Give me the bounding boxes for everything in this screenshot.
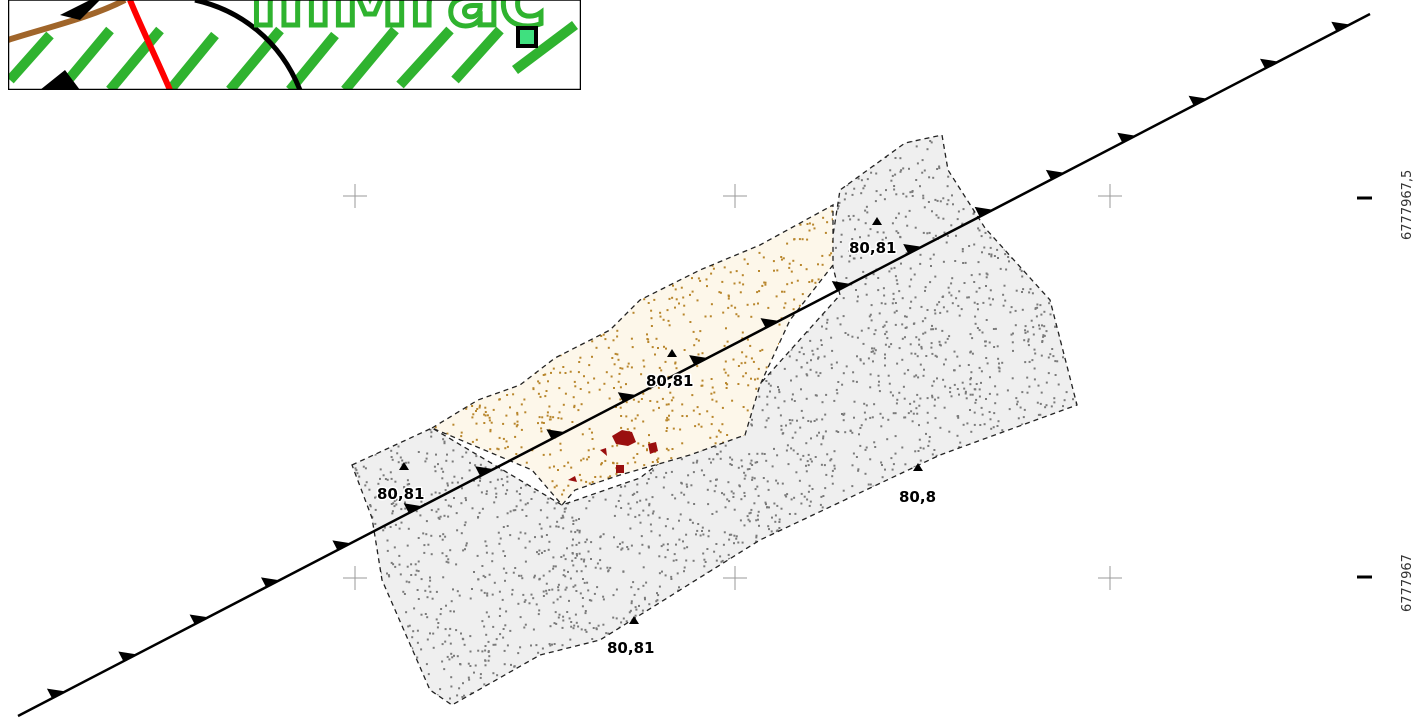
coordinate-axis: 6777967,5 6777967 xyxy=(1357,170,1413,612)
embankment-tick-triangle xyxy=(1188,95,1207,106)
elevation-point: 80,81 xyxy=(848,217,898,259)
grid-cross xyxy=(343,566,367,590)
embankment-tick-triangle xyxy=(261,577,280,588)
grid-cross xyxy=(723,184,747,208)
elevation-point: 80,81 xyxy=(376,462,426,505)
find-marks xyxy=(568,430,658,482)
embankment-tick-triangle xyxy=(974,206,993,217)
elevation-triangle-icon xyxy=(667,349,677,357)
elevation-triangle-icon xyxy=(872,217,882,225)
embankment-tick-triangle xyxy=(46,688,66,699)
grid-cross xyxy=(1098,184,1122,208)
embankment-tick-triangle xyxy=(546,429,565,439)
inset-partial-text: mMrac xyxy=(250,0,546,44)
embankment-tick-triangle xyxy=(475,466,494,476)
embankment-tick-triangle xyxy=(903,244,922,254)
inset-brown-road xyxy=(8,0,127,43)
inset-frame xyxy=(8,0,581,90)
embankment-tick-triangle xyxy=(189,614,208,625)
embankment-tick-triangle xyxy=(1260,58,1279,69)
embankment-line xyxy=(17,12,1371,718)
grid-cross xyxy=(343,184,367,208)
coordinate-label-bottom: 6777967 xyxy=(1400,554,1413,612)
inset-square-icon xyxy=(516,26,538,48)
elevation-point: 80,81 xyxy=(645,349,695,392)
elevation-triangle-icon xyxy=(913,463,923,471)
elevation-point: 80,81 xyxy=(606,616,656,659)
embankment-tick-triangle xyxy=(831,281,851,291)
embankment-tick-triangle xyxy=(403,503,423,514)
elevation-point: 80,8 xyxy=(898,463,938,508)
elevation-label: 80,8 xyxy=(899,488,936,506)
embankment-tick-triangle xyxy=(1331,21,1350,32)
elevation-label: 80,81 xyxy=(607,639,654,657)
embankment-tick-triangle xyxy=(332,540,351,551)
inset-black-line xyxy=(194,0,303,90)
inset-map: mMrac xyxy=(8,0,581,90)
elevation-label: 80,81 xyxy=(646,372,693,390)
elevation-triangle-icon xyxy=(399,462,409,470)
elevation-label: 80,81 xyxy=(377,485,424,503)
embankment-tick-triangle xyxy=(689,355,708,365)
inset-hatching xyxy=(8,21,578,90)
embankment-tick-triangle xyxy=(760,318,779,328)
embankment-ticks xyxy=(46,21,1350,699)
embankment-tick-triangle xyxy=(1045,169,1065,180)
grid-crosses xyxy=(343,184,1122,590)
grid-cross xyxy=(1098,566,1122,590)
embankment-tick-triangle xyxy=(1117,132,1136,143)
elevation-label: 80,81 xyxy=(849,239,896,257)
embankment-tick-triangle xyxy=(617,392,637,402)
elevation-triangle-icon xyxy=(629,616,639,624)
inset-red-road xyxy=(127,0,173,90)
inset-black-shape xyxy=(60,0,100,20)
grid-cross xyxy=(723,566,747,590)
inset-black-arrow xyxy=(40,70,80,90)
elevation-points: 80,81 80,81 80,81 80,8 80,81 xyxy=(376,217,938,659)
embankment-tick-triangle xyxy=(118,651,137,662)
coordinate-label-top: 6777967,5 xyxy=(1400,170,1413,240)
